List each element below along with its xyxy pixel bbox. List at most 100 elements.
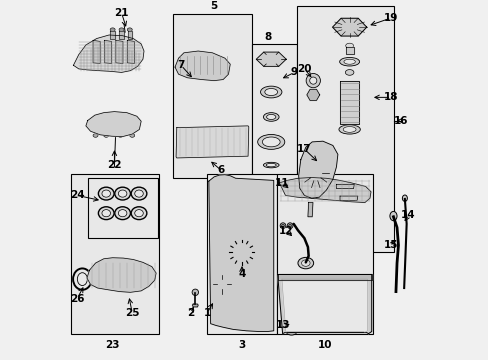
Ellipse shape bbox=[288, 224, 291, 227]
Ellipse shape bbox=[103, 134, 108, 137]
Ellipse shape bbox=[389, 211, 396, 221]
Ellipse shape bbox=[103, 118, 113, 125]
Polygon shape bbox=[306, 89, 319, 100]
Polygon shape bbox=[339, 81, 359, 124]
Bar bbox=[251, 44, 297, 177]
Ellipse shape bbox=[118, 190, 126, 197]
Ellipse shape bbox=[77, 273, 87, 285]
Bar bbox=[87, 177, 158, 238]
Ellipse shape bbox=[93, 120, 103, 127]
Ellipse shape bbox=[260, 86, 282, 98]
Polygon shape bbox=[86, 112, 141, 136]
Polygon shape bbox=[345, 48, 353, 54]
Ellipse shape bbox=[119, 28, 124, 31]
Ellipse shape bbox=[340, 22, 358, 32]
Ellipse shape bbox=[115, 207, 130, 220]
Ellipse shape bbox=[102, 210, 110, 217]
Polygon shape bbox=[282, 279, 366, 332]
Ellipse shape bbox=[263, 113, 279, 121]
Text: 20: 20 bbox=[297, 64, 311, 74]
Ellipse shape bbox=[263, 162, 279, 168]
Bar bbox=[276, 174, 372, 334]
Ellipse shape bbox=[265, 163, 276, 167]
Ellipse shape bbox=[131, 187, 146, 200]
Polygon shape bbox=[277, 274, 371, 280]
Ellipse shape bbox=[343, 127, 355, 132]
Ellipse shape bbox=[220, 217, 263, 260]
Ellipse shape bbox=[280, 223, 285, 229]
Ellipse shape bbox=[305, 73, 320, 88]
Ellipse shape bbox=[212, 274, 231, 294]
Ellipse shape bbox=[297, 257, 313, 269]
Ellipse shape bbox=[234, 231, 248, 245]
Bar bbox=[173, 14, 251, 177]
Ellipse shape bbox=[238, 300, 244, 305]
Text: 2: 2 bbox=[186, 308, 194, 318]
Polygon shape bbox=[127, 31, 132, 39]
Text: 14: 14 bbox=[400, 210, 415, 220]
Text: 1: 1 bbox=[203, 308, 210, 318]
Ellipse shape bbox=[106, 268, 119, 278]
Bar bbox=[297, 6, 393, 252]
Text: 11: 11 bbox=[274, 178, 288, 188]
Text: 7: 7 bbox=[177, 60, 184, 70]
Polygon shape bbox=[298, 141, 337, 198]
Ellipse shape bbox=[124, 120, 135, 127]
Text: 19: 19 bbox=[384, 13, 398, 23]
Ellipse shape bbox=[336, 196, 342, 201]
Polygon shape bbox=[307, 202, 312, 217]
Ellipse shape bbox=[114, 118, 124, 125]
Ellipse shape bbox=[264, 89, 277, 95]
Ellipse shape bbox=[281, 224, 284, 227]
Ellipse shape bbox=[98, 187, 114, 200]
Polygon shape bbox=[87, 258, 156, 292]
Polygon shape bbox=[110, 31, 115, 39]
Ellipse shape bbox=[286, 223, 292, 229]
Text: 16: 16 bbox=[393, 116, 407, 126]
Polygon shape bbox=[336, 184, 353, 189]
Ellipse shape bbox=[238, 285, 244, 291]
Ellipse shape bbox=[262, 137, 280, 147]
Ellipse shape bbox=[238, 193, 244, 198]
Polygon shape bbox=[119, 31, 123, 39]
Text: 21: 21 bbox=[114, 8, 128, 18]
Text: 25: 25 bbox=[125, 308, 139, 318]
Ellipse shape bbox=[131, 207, 146, 220]
Polygon shape bbox=[73, 35, 143, 72]
Ellipse shape bbox=[285, 328, 296, 335]
Text: 10: 10 bbox=[317, 340, 331, 350]
Polygon shape bbox=[277, 274, 371, 334]
Ellipse shape bbox=[110, 28, 115, 31]
Ellipse shape bbox=[142, 272, 155, 283]
Text: 3: 3 bbox=[238, 340, 245, 350]
Polygon shape bbox=[208, 175, 273, 332]
Polygon shape bbox=[256, 52, 285, 66]
Ellipse shape bbox=[309, 77, 316, 84]
Ellipse shape bbox=[261, 54, 281, 65]
Ellipse shape bbox=[135, 210, 143, 217]
Ellipse shape bbox=[192, 289, 198, 296]
Polygon shape bbox=[116, 40, 122, 63]
Bar bbox=[206, 174, 276, 334]
Ellipse shape bbox=[237, 248, 246, 257]
Text: 6: 6 bbox=[217, 166, 224, 175]
Text: 18: 18 bbox=[383, 93, 398, 102]
Ellipse shape bbox=[131, 269, 143, 280]
Ellipse shape bbox=[238, 203, 244, 209]
Ellipse shape bbox=[118, 134, 122, 137]
Text: 13: 13 bbox=[275, 320, 290, 330]
Text: 15: 15 bbox=[383, 240, 398, 250]
Ellipse shape bbox=[127, 28, 132, 31]
Bar bbox=[70, 174, 159, 334]
Text: 5: 5 bbox=[210, 1, 217, 12]
Text: 9: 9 bbox=[290, 67, 297, 77]
Ellipse shape bbox=[345, 43, 353, 48]
Ellipse shape bbox=[129, 134, 135, 137]
Ellipse shape bbox=[343, 59, 355, 64]
Ellipse shape bbox=[345, 69, 353, 75]
Ellipse shape bbox=[115, 187, 130, 200]
Polygon shape bbox=[279, 177, 370, 202]
Text: 23: 23 bbox=[105, 340, 120, 350]
Ellipse shape bbox=[301, 260, 309, 266]
Ellipse shape bbox=[135, 190, 143, 197]
